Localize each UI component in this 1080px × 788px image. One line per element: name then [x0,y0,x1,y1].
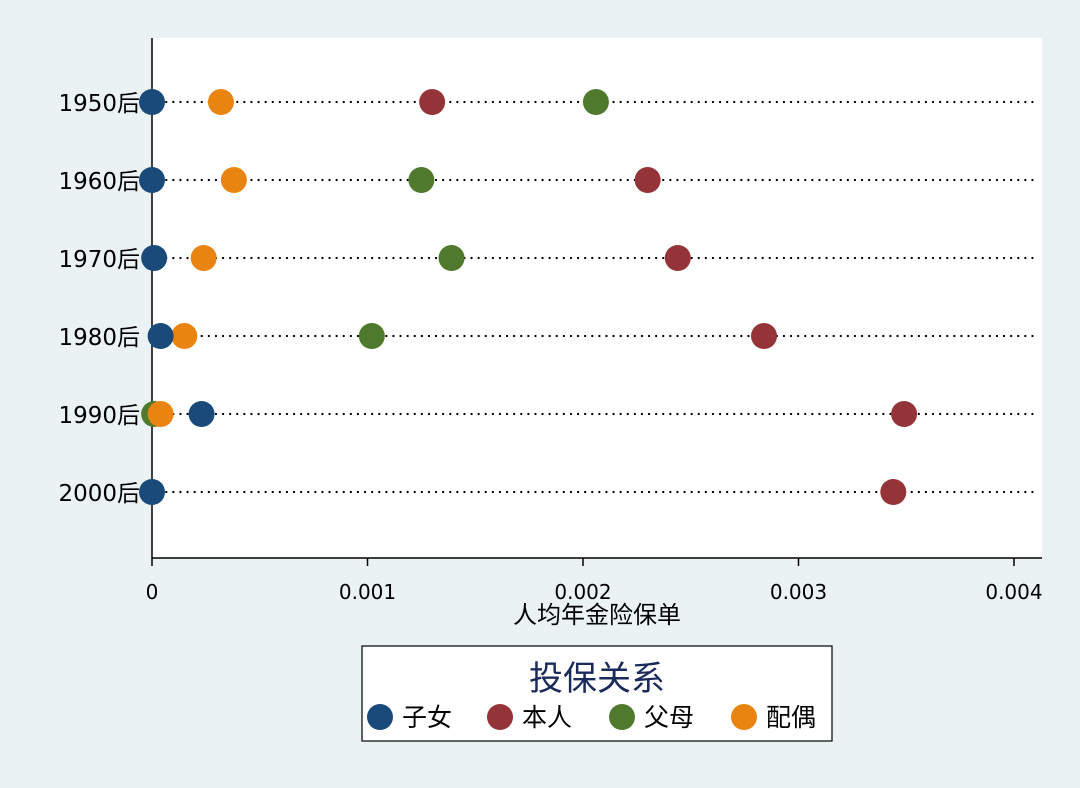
y-tick-label: 1990后 [58,403,140,429]
data-point [664,245,691,271]
y-tick-label: 1960后 [58,169,140,195]
legend-title: 投保关系 [529,659,665,699]
data-point [190,245,217,271]
data-point [171,323,198,349]
data-point [147,401,174,427]
data-point [139,89,165,115]
x-tick-label: 0.001 [339,580,396,604]
y-tick-label: 1970后 [58,247,140,273]
data-point [141,245,168,271]
data-point [419,89,446,115]
legend-swatch [731,704,757,730]
data-points [139,89,918,505]
data-point [880,479,907,505]
legend-label: 本人 [522,703,572,732]
data-point [139,479,165,505]
x-ticks: 0 0.001 0.002 0.003 0.004 [146,558,1043,604]
x-tick-label: 0 [146,580,159,604]
data-point [438,245,465,271]
x-tick-label: 0.002 [554,580,611,604]
data-point [147,323,174,349]
x-axis-title: 人均年金险保单 [513,601,681,629]
legend: 投保关系 子女 本人 父母 配偶 [361,645,833,742]
data-point [207,89,234,115]
legend-label: 父母 [644,703,694,732]
legend-swatch [609,704,635,730]
data-point [139,167,165,193]
legend-swatch [487,704,513,730]
data-point [188,401,215,427]
data-point [408,167,435,193]
data-point [634,167,661,193]
y-tick-label: 1950后 [58,91,140,117]
legend-swatch [367,704,393,730]
data-point [358,323,385,349]
data-point [582,89,609,115]
y-tick-labels: 1950后 1960后 1970后 1980后 1990后 2000后 [58,91,140,507]
plot-background [152,38,1042,558]
data-point [220,167,247,193]
legend-label: 配偶 [766,703,816,732]
x-tick-label: 0.004 [985,580,1042,604]
legend-items: 子女 本人 父母 配偶 [367,703,816,732]
legend-label: 子女 [402,703,452,732]
data-point [891,401,918,427]
data-point [751,323,778,349]
y-tick-label: 2000后 [58,481,140,507]
y-tick-label: 1980后 [58,325,140,351]
x-tick-label: 0.003 [770,580,827,604]
